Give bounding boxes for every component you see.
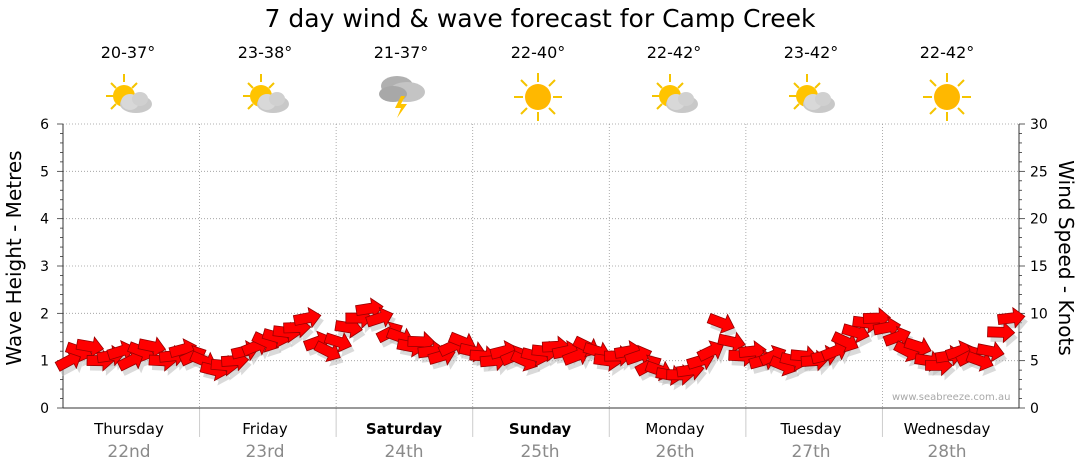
date-label: 28th — [927, 442, 967, 462]
temp-range: 22-40° — [510, 43, 566, 62]
tick-label-left: 6 — [40, 117, 49, 133]
date-label: 23rd — [245, 442, 285, 462]
wind-arrow — [323, 332, 353, 353]
wind-arrow — [830, 331, 859, 353]
tick-label-left: 4 — [40, 212, 49, 228]
thunderstorm-icon — [379, 76, 425, 118]
wind-arrow — [872, 316, 902, 338]
wind-arrow — [965, 351, 994, 372]
tick-label-right: 25 — [1030, 164, 1048, 180]
tick-label-left: 3 — [40, 259, 49, 275]
tick-label-right: 15 — [1030, 259, 1048, 275]
temp-range: 22-42° — [919, 43, 975, 62]
partly-cloudy-icon — [243, 74, 289, 113]
wind-arrow — [903, 336, 932, 358]
wind-arrow — [292, 306, 322, 329]
tick-label-right: 5 — [1030, 354, 1039, 370]
sunny-icon — [514, 73, 562, 121]
y-axis-right-label: Wind Speed - Knots — [1054, 160, 1078, 356]
wind-arrow — [696, 340, 724, 362]
wind-arrow — [365, 306, 394, 328]
day-label: Thursday — [94, 420, 164, 438]
temp-range: 21-37° — [373, 43, 429, 62]
tick-label-left: 2 — [40, 306, 49, 322]
temp-range: 23-38° — [237, 43, 293, 62]
wind-arrow — [313, 340, 341, 363]
date-label: 22nd — [107, 442, 151, 462]
wind-arrow — [355, 297, 384, 319]
date-label: 26th — [655, 442, 695, 462]
y-axis-left-label: Wave Height - Metres — [2, 150, 26, 366]
temp-range: 23-42° — [783, 43, 839, 62]
partly-cloudy-icon — [106, 74, 152, 113]
wind-arrow — [976, 340, 1005, 363]
day-label: Saturday — [365, 420, 443, 438]
date-label: 25th — [520, 442, 560, 462]
chart-title: 7 day wind & wave forecast for Camp Cree… — [264, 4, 816, 33]
tick-label-right: 30 — [1030, 117, 1048, 133]
day-label: Tuesday — [780, 420, 842, 438]
temp-range: 20-37° — [100, 43, 156, 62]
day-label: Wednesday — [903, 420, 991, 438]
date-label: 24th — [384, 442, 424, 462]
wind-arrow — [706, 312, 735, 334]
day-label: Monday — [645, 420, 705, 438]
day-label: Friday — [242, 420, 288, 438]
tick-label-left: 0 — [40, 401, 49, 417]
tick-label-left: 1 — [40, 354, 49, 370]
tick-label-right: 20 — [1030, 212, 1048, 228]
temp-range: 22-42° — [646, 43, 702, 62]
partly-cloudy-icon — [652, 74, 698, 113]
partly-cloudy-icon — [789, 74, 835, 113]
wind-arrow — [987, 321, 1016, 344]
credit-watermark: www.seabreeze.com.au — [892, 392, 1011, 403]
wind-arrow — [106, 340, 135, 361]
tick-label-right: 0 — [1030, 401, 1039, 417]
date-label: 27th — [791, 442, 831, 462]
wind-arrow — [997, 306, 1026, 329]
day-label: Sunday — [508, 420, 572, 438]
tick-label-left: 5 — [40, 164, 49, 180]
sunny-icon — [923, 73, 971, 121]
tick-label-right: 10 — [1030, 306, 1048, 322]
